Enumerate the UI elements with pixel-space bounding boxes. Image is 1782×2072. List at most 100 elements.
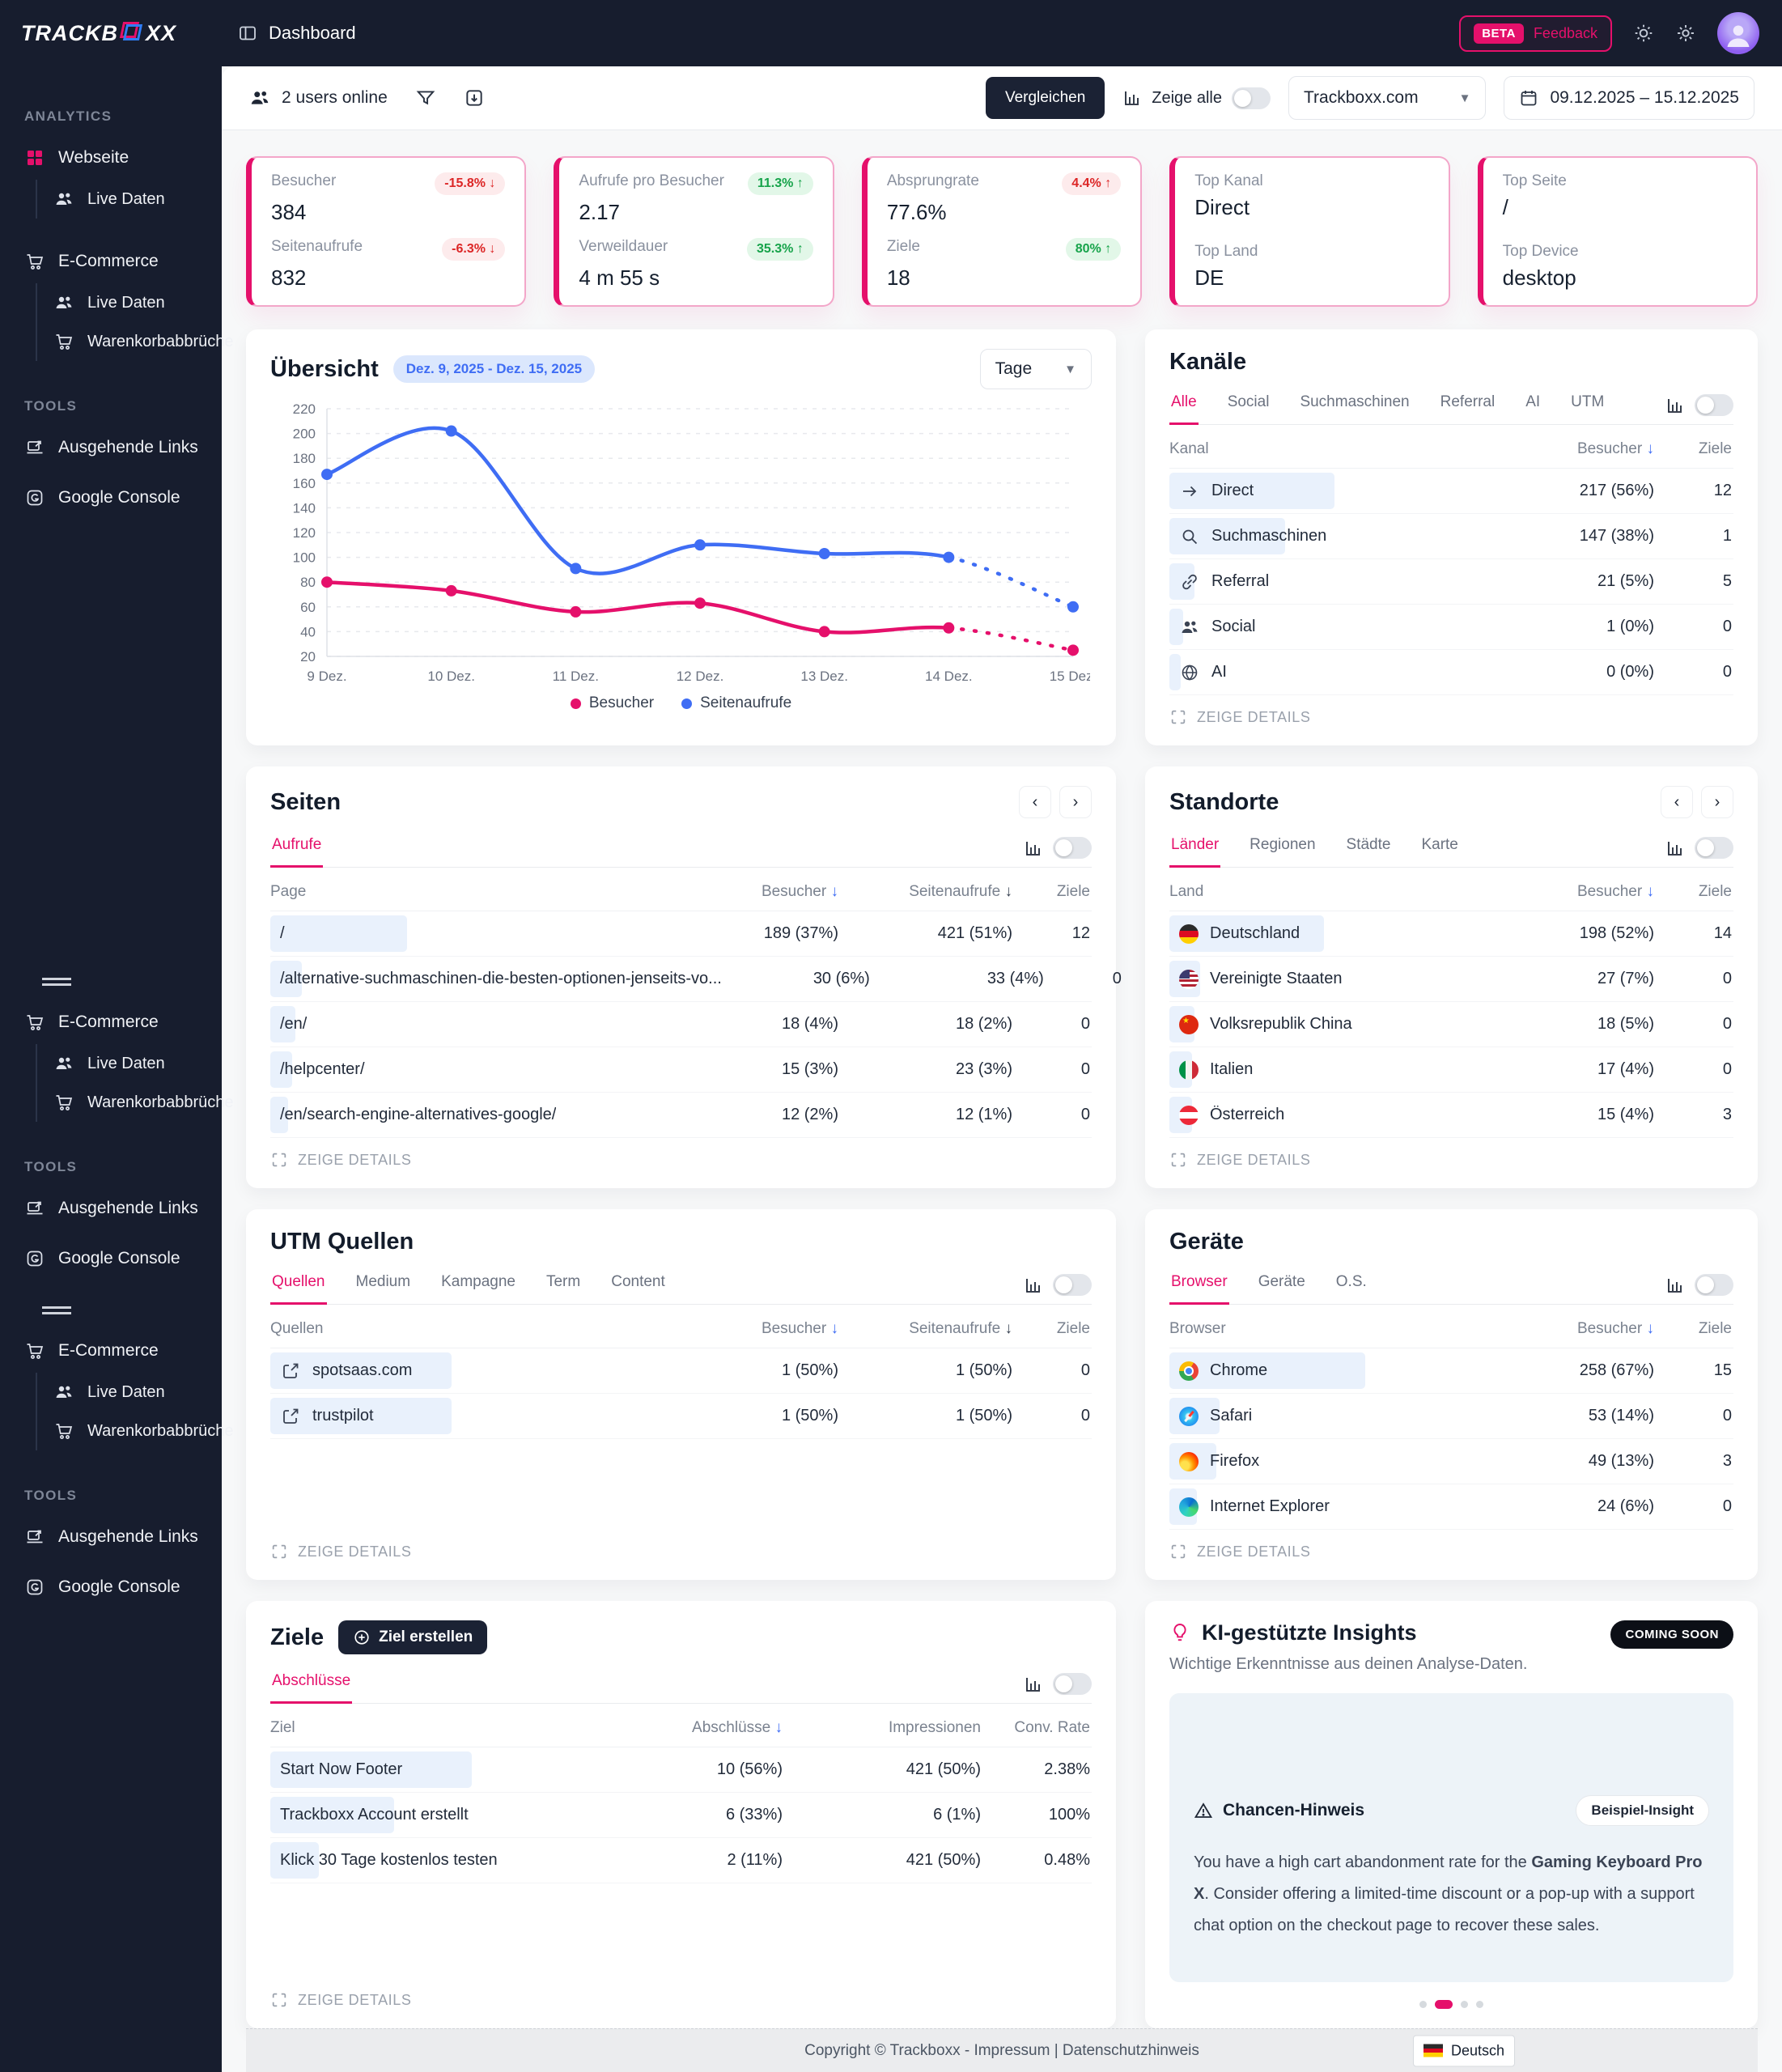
column-header-besucher[interactable]: Besucher ↓ — [761, 882, 838, 900]
column-header-seitenaufrufe[interactable]: Seitenaufrufe ↓ — [909, 882, 1012, 900]
tab-l-nder[interactable]: Länder — [1169, 826, 1221, 868]
table-row-start-now-footer[interactable]: Start Now Footer 10 (56%) 421 (50%) 2.38% — [270, 1747, 1092, 1793]
column-header-besucher[interactable]: Besucher ↓ — [1576, 882, 1654, 900]
table-row-en[interactable]: /en/18 (4%) 18 (2%) 0 — [270, 1002, 1092, 1047]
column-header-abschl-sse[interactable]: Abschlüsse ↓ — [692, 1718, 783, 1736]
range-select[interactable]: Tage ▼ — [979, 349, 1092, 389]
tab-content[interactable]: Content — [611, 1273, 665, 1290]
legend-item-seitenaufrufe[interactable]: Seitenaufrufe — [681, 694, 791, 712]
sidebar-item-google-console[interactable]: Google Console — [0, 476, 222, 520]
carousel-dot-2[interactable] — [1435, 2000, 1453, 2009]
table-row-alternative-suchmaschinen-die-besten-optionen-jenseits-vo[interactable]: /alternative-suchmaschinen-die-besten-op… — [270, 957, 1122, 1002]
column-header-quellen[interactable]: Quellen — [270, 1319, 324, 1337]
sidebar-item-warenkorbabbr-che[interactable]: Warenkorbabbrüche — [37, 322, 233, 361]
column-header-besucher[interactable]: Besucher ↓ — [761, 1319, 838, 1337]
zeige-details-link[interactable]: ZEIGE DETAILS — [270, 1530, 1092, 1560]
sidebar-item-e-commerce[interactable]: E-Commerce — [0, 240, 222, 283]
site-select[interactable]: Trackboxx.com ▼ — [1288, 76, 1487, 120]
zeige-details-link[interactable]: ZEIGE DETAILS — [270, 1138, 1092, 1169]
compare-button[interactable]: Vergleichen — [985, 77, 1105, 119]
table-row-italien[interactable]: Italien 17 (4%) 0 — [1169, 1047, 1733, 1093]
column-header-ziele[interactable]: Ziele — [1056, 882, 1090, 900]
tab-st-dte[interactable]: Städte — [1346, 836, 1391, 853]
sidebar-item-google-console[interactable]: Google Console — [0, 1565, 222, 1609]
table-row-sterreich[interactable]: Österreich 15 (4%) 3 — [1169, 1093, 1733, 1138]
tab-social[interactable]: Social — [1227, 393, 1270, 410]
column-header-ziele[interactable]: Ziele — [1698, 439, 1732, 457]
tab-term[interactable]: Term — [545, 1273, 581, 1290]
tab-alle[interactable]: Alle — [1169, 384, 1199, 425]
sidebar-item-live-daten[interactable]: Live Daten — [37, 180, 222, 219]
language-select[interactable]: Deutsch — [1412, 2035, 1515, 2066]
table-row-trustpilot[interactable]: trustpilot 1 (50%) 1 (50%) 0 — [270, 1394, 1092, 1439]
sidebar-item-warenkorbabbr-che[interactable]: Warenkorbabbrüche — [37, 1083, 233, 1122]
column-header-conv-rate[interactable]: Conv. Rate — [1014, 1718, 1090, 1736]
column-header-land[interactable]: Land — [1169, 882, 1204, 900]
zeige-alle-toggle[interactable] — [1231, 87, 1271, 109]
chart-view-toggle[interactable] — [1053, 1274, 1092, 1296]
table-row-klick-30-tage-kostenlos-testen[interactable]: Klick 30 Tage kostenlos testen 2 (11%) 421… — [270, 1838, 1092, 1883]
table-row-trackboxx-account-erstellt[interactable]: Trackboxx Account erstellt 6 (33%) 6 (1%) 1… — [270, 1793, 1092, 1838]
zeige-details-link[interactable]: ZEIGE DETAILS — [270, 1978, 1092, 2009]
chart-view-toggle[interactable] — [1695, 394, 1733, 416]
column-header-besucher[interactable]: Besucher ↓ — [1576, 1319, 1654, 1337]
tab-utm[interactable]: UTM — [1571, 393, 1605, 410]
column-header-seitenaufrufe[interactable]: Seitenaufrufe ↓ — [909, 1319, 1012, 1337]
column-header-kanal[interactable]: Kanal — [1169, 439, 1209, 457]
column-header-ziele[interactable]: Ziele — [1698, 882, 1732, 900]
tab-regionen[interactable]: Regionen — [1250, 836, 1316, 853]
column-header-impressionen[interactable]: Impressionen — [888, 1718, 981, 1736]
tab-kampagne[interactable]: Kampagne — [441, 1273, 516, 1290]
tab-karte[interactable]: Karte — [1421, 836, 1458, 853]
zeige-details-link[interactable]: ZEIGE DETAILS — [1169, 1530, 1733, 1560]
sidebar-item-warenkorbabbr-che[interactable]: Warenkorbabbrüche — [37, 1412, 233, 1450]
column-header-ziele[interactable]: Ziele — [1056, 1319, 1090, 1337]
table-row-safari[interactable]: Safari 53 (14%) 0 — [1169, 1394, 1733, 1439]
sidebar-item-e-commerce[interactable]: E-Commerce — [0, 1000, 222, 1044]
chart-view-toggle[interactable] — [1695, 837, 1733, 859]
tab-browser[interactable]: Browser — [1169, 1263, 1229, 1305]
sidebar-item-google-console[interactable]: Google Console — [0, 1237, 222, 1280]
sidebar-item-ausgehende-links[interactable]: Ausgehende Links — [0, 1515, 222, 1559]
zeige-details-link[interactable]: ZEIGE DETAILS — [1169, 1138, 1733, 1169]
sidebar-item-live-daten[interactable]: Live Daten — [37, 1373, 222, 1412]
feedback-button[interactable]: BETA Feedback — [1459, 15, 1612, 52]
table-row-internet-explorer[interactable]: Internet Explorer 24 (6%) 0 — [1169, 1484, 1733, 1530]
create-goal-button[interactable]: Ziel erstellen — [338, 1620, 488, 1654]
date-range-picker[interactable]: 09.12.2025 – 15.12.2025 — [1504, 76, 1754, 120]
next-button[interactable]: › — [1701, 786, 1733, 818]
sidebar-item-e-commerce[interactable]: E-Commerce — [0, 1329, 222, 1373]
brand-logo[interactable]: TRACKB XX — [0, 0, 222, 66]
tab-suchmaschinen[interactable]: Suchmaschinen — [1300, 393, 1410, 410]
table-row-referral[interactable]: Referral 21 (5%) 5 — [1169, 559, 1733, 605]
sidebar-item-ausgehende-links[interactable]: Ausgehende Links — [0, 1187, 222, 1230]
column-header-page[interactable]: Page — [270, 882, 307, 900]
column-header-besucher[interactable]: Besucher ↓ — [1576, 439, 1654, 457]
tab-quellen[interactable]: Quellen — [270, 1263, 327, 1305]
prev-button[interactable]: ‹ — [1661, 786, 1693, 818]
chart-view-toggle[interactable] — [1053, 1673, 1092, 1695]
theme-sun-icon[interactable] — [1633, 23, 1654, 44]
settings-gear-icon[interactable] — [1675, 23, 1696, 44]
column-header-ziele[interactable]: Ziele — [1698, 1319, 1732, 1337]
tab-o-s[interactable]: O.S. — [1335, 1273, 1367, 1290]
column-header-ziel[interactable]: Ziel — [270, 1718, 295, 1736]
user-avatar[interactable] — [1717, 12, 1759, 54]
table-row-social[interactable]: Social 1 (0%) 0 — [1169, 605, 1733, 650]
tab-aufrufe[interactable]: Aufrufe — [270, 826, 324, 868]
carousel-dot-1[interactable] — [1419, 2001, 1427, 2008]
table-row-vereinigte-staaten[interactable]: Vereinigte Staaten 27 (7%) 0 — [1169, 957, 1733, 1002]
sidebar-item-ausgehende-links[interactable]: Ausgehende Links — [0, 426, 222, 469]
table-row-volksrepublik-china[interactable]: Volksrepublik China 18 (5%) 0 — [1169, 1002, 1733, 1047]
tab-abschl-sse[interactable]: Abschlüsse — [270, 1662, 353, 1704]
table-row-chrome[interactable]: Chrome 258 (67%) 15 — [1169, 1348, 1733, 1394]
tab-medium[interactable]: Medium — [355, 1273, 411, 1290]
legend-item-besucher[interactable]: Besucher — [570, 694, 654, 712]
table-row-helpcenter[interactable]: /helpcenter/15 (3%) 23 (3%) 0 — [270, 1047, 1092, 1093]
table-row-en-search-engine-alternatives-google[interactable]: /en/search-engine-alternatives-google/12… — [270, 1093, 1092, 1138]
tab-ger-te[interactable]: Geräte — [1258, 1273, 1305, 1290]
table-row-spotsaas-com[interactable]: spotsaas.com 1 (50%) 1 (50%) 0 — [270, 1348, 1092, 1394]
carousel-dot-3[interactable] — [1461, 2001, 1468, 2008]
column-header-browser[interactable]: Browser — [1169, 1319, 1226, 1337]
sidebar-item-live-daten[interactable]: Live Daten — [37, 283, 222, 322]
